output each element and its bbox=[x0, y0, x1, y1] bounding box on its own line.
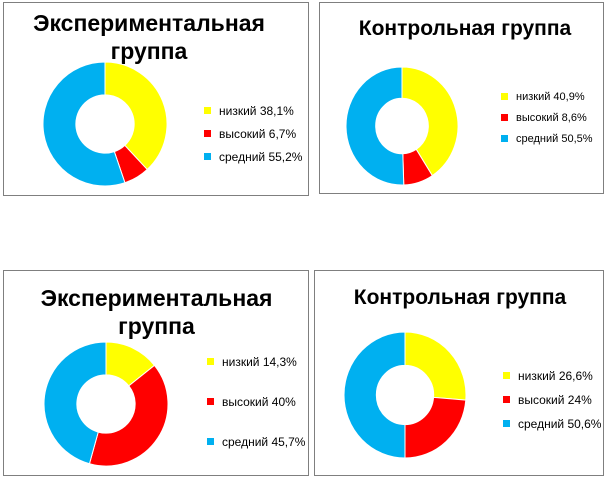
slice-medium bbox=[345, 66, 405, 186]
slice-medium bbox=[343, 331, 406, 459]
legend-swatch-high bbox=[501, 114, 508, 121]
chart-panel-experimental-2: Экспериментальная группа низкий 14,3% вы… bbox=[3, 270, 309, 476]
legend-item-low: низкий 26,6% bbox=[503, 369, 603, 383]
legend-swatch-medium bbox=[204, 153, 211, 160]
legend-item-medium: средний 50,5% bbox=[501, 132, 603, 146]
chart-legend: низкий 26,6% высокий 24% средний 50,6% bbox=[503, 369, 603, 441]
chart-panel-control-1: Контрольная группа низкий 40,9% высокий … bbox=[319, 2, 604, 194]
legend-swatch-medium bbox=[207, 438, 214, 445]
legend-label-high: высокий 6,7% bbox=[219, 127, 297, 141]
legend-item-medium: средний 50,6% bbox=[503, 417, 603, 431]
legend-item-medium: средний 55,2% bbox=[204, 150, 308, 164]
chart-title: Контрольная группа bbox=[358, 17, 572, 40]
legend-label-high: высокий 8,6% bbox=[516, 112, 587, 124]
legend-label-high: высокий 40% bbox=[222, 395, 296, 409]
legend-swatch-high bbox=[503, 396, 510, 403]
slice-medium bbox=[43, 341, 107, 465]
legend-label-medium: средний 55,2% bbox=[219, 150, 303, 164]
legend-label-low: низкий 40,9% bbox=[516, 91, 585, 103]
chart-panel-experimental-1: Экспериментальная группа низкий 38,1% вы… bbox=[3, 2, 309, 196]
donut-chart bbox=[43, 341, 169, 467]
chart-title: Контрольная группа bbox=[353, 286, 567, 309]
chart-legend: низкий 40,9% высокий 8,6% средний 50,5% bbox=[501, 90, 603, 153]
legend-label-medium: средний 50,6% bbox=[518, 417, 602, 431]
slice-medium bbox=[42, 61, 126, 187]
legend-item-medium: средний 45,7% bbox=[207, 435, 307, 449]
slice-high bbox=[88, 364, 169, 467]
chart-legend: низкий 14,3% высокий 40% средний 45,7% bbox=[207, 355, 307, 475]
legend-swatch-medium bbox=[501, 135, 508, 142]
legend-label-low: низкий 38,1% bbox=[219, 104, 294, 118]
chart-panel-control-2: Контрольная группа низкий 26,6% высокий … bbox=[314, 270, 604, 476]
legend-item-low: низкий 14,3% bbox=[207, 355, 307, 369]
legend-item-low: низкий 40,9% bbox=[501, 90, 603, 104]
chart-legend: низкий 38,1% высокий 6,7% средний 55,2% bbox=[204, 104, 308, 173]
legend-swatch-low bbox=[204, 107, 211, 114]
slice-low bbox=[401, 66, 459, 177]
legend-swatch-low bbox=[503, 372, 510, 379]
legend-item-low: низкий 38,1% bbox=[204, 104, 308, 118]
legend-swatch-high bbox=[207, 398, 214, 405]
legend-swatch-medium bbox=[503, 420, 510, 427]
legend-swatch-low bbox=[501, 93, 508, 100]
legend-item-high: высокий 6,7% bbox=[204, 127, 308, 141]
legend-swatch-low bbox=[207, 358, 214, 365]
chart-title: Экспериментальная группа bbox=[40, 285, 273, 339]
donut-chart bbox=[42, 61, 168, 187]
legend-label-medium: средний 45,7% bbox=[222, 435, 306, 449]
chart-title: Экспериментальная группа bbox=[33, 10, 265, 64]
legend-swatch-high bbox=[204, 130, 211, 137]
slice-low bbox=[404, 331, 467, 401]
donut-chart bbox=[345, 66, 459, 186]
legend-label-low: низкий 26,6% bbox=[518, 369, 593, 383]
legend-label-high: высокий 24% bbox=[518, 393, 592, 407]
legend-label-low: низкий 14,3% bbox=[222, 355, 297, 369]
slice-high bbox=[404, 396, 467, 459]
slice-low bbox=[104, 61, 168, 171]
legend-item-high: высокий 8,6% bbox=[501, 111, 603, 125]
legend-item-high: высокий 40% bbox=[207, 395, 307, 409]
legend-label-medium: средний 50,5% bbox=[516, 133, 593, 145]
donut-chart bbox=[343, 331, 467, 459]
legend-item-high: высокий 24% bbox=[503, 393, 603, 407]
